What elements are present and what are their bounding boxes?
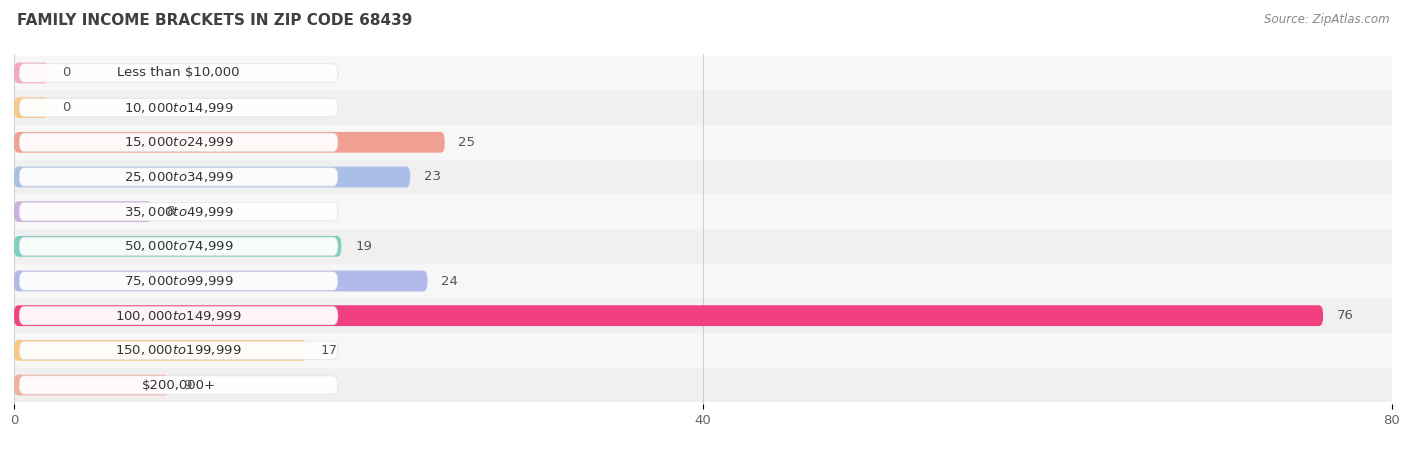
Text: 76: 76 — [1337, 309, 1354, 322]
FancyBboxPatch shape — [14, 132, 444, 153]
Text: 0: 0 — [62, 66, 70, 79]
Text: $200,000+: $200,000+ — [142, 379, 215, 392]
FancyBboxPatch shape — [14, 340, 307, 361]
FancyBboxPatch shape — [20, 202, 337, 221]
Text: $25,000 to $34,999: $25,000 to $34,999 — [124, 170, 233, 184]
Text: $150,000 to $199,999: $150,000 to $199,999 — [115, 343, 242, 357]
FancyBboxPatch shape — [20, 272, 337, 290]
FancyBboxPatch shape — [14, 264, 1392, 298]
Text: 24: 24 — [441, 274, 458, 287]
FancyBboxPatch shape — [14, 305, 1323, 326]
Text: $35,000 to $49,999: $35,000 to $49,999 — [124, 205, 233, 219]
Text: $75,000 to $99,999: $75,000 to $99,999 — [124, 274, 233, 288]
Text: 25: 25 — [458, 136, 475, 149]
FancyBboxPatch shape — [14, 374, 169, 396]
Text: $15,000 to $24,999: $15,000 to $24,999 — [124, 135, 233, 150]
FancyBboxPatch shape — [14, 298, 1392, 333]
FancyBboxPatch shape — [14, 229, 1392, 264]
FancyBboxPatch shape — [14, 167, 411, 187]
Text: 9: 9 — [183, 379, 191, 392]
FancyBboxPatch shape — [14, 90, 1392, 125]
FancyBboxPatch shape — [20, 168, 337, 186]
FancyBboxPatch shape — [14, 56, 1392, 90]
Text: 23: 23 — [425, 171, 441, 184]
FancyBboxPatch shape — [20, 341, 337, 360]
FancyBboxPatch shape — [20, 98, 337, 117]
FancyBboxPatch shape — [20, 307, 337, 325]
Text: Less than $10,000: Less than $10,000 — [117, 66, 240, 79]
Text: 19: 19 — [356, 240, 373, 253]
FancyBboxPatch shape — [14, 368, 1392, 402]
Text: Source: ZipAtlas.com: Source: ZipAtlas.com — [1264, 13, 1389, 26]
Text: $100,000 to $149,999: $100,000 to $149,999 — [115, 308, 242, 323]
FancyBboxPatch shape — [14, 160, 1392, 194]
FancyBboxPatch shape — [20, 64, 337, 82]
Text: $50,000 to $74,999: $50,000 to $74,999 — [124, 239, 233, 253]
Text: 0: 0 — [62, 101, 70, 114]
Text: 8: 8 — [166, 205, 174, 218]
FancyBboxPatch shape — [20, 237, 337, 255]
FancyBboxPatch shape — [14, 333, 1392, 368]
Text: $10,000 to $14,999: $10,000 to $14,999 — [124, 101, 233, 114]
FancyBboxPatch shape — [14, 271, 427, 291]
FancyBboxPatch shape — [14, 62, 48, 84]
Text: FAMILY INCOME BRACKETS IN ZIP CODE 68439: FAMILY INCOME BRACKETS IN ZIP CODE 68439 — [17, 13, 412, 28]
FancyBboxPatch shape — [14, 201, 152, 222]
FancyBboxPatch shape — [14, 97, 48, 118]
Text: 17: 17 — [321, 344, 337, 357]
FancyBboxPatch shape — [20, 376, 337, 394]
FancyBboxPatch shape — [14, 125, 1392, 160]
FancyBboxPatch shape — [14, 194, 1392, 229]
FancyBboxPatch shape — [14, 236, 342, 257]
FancyBboxPatch shape — [20, 133, 337, 151]
